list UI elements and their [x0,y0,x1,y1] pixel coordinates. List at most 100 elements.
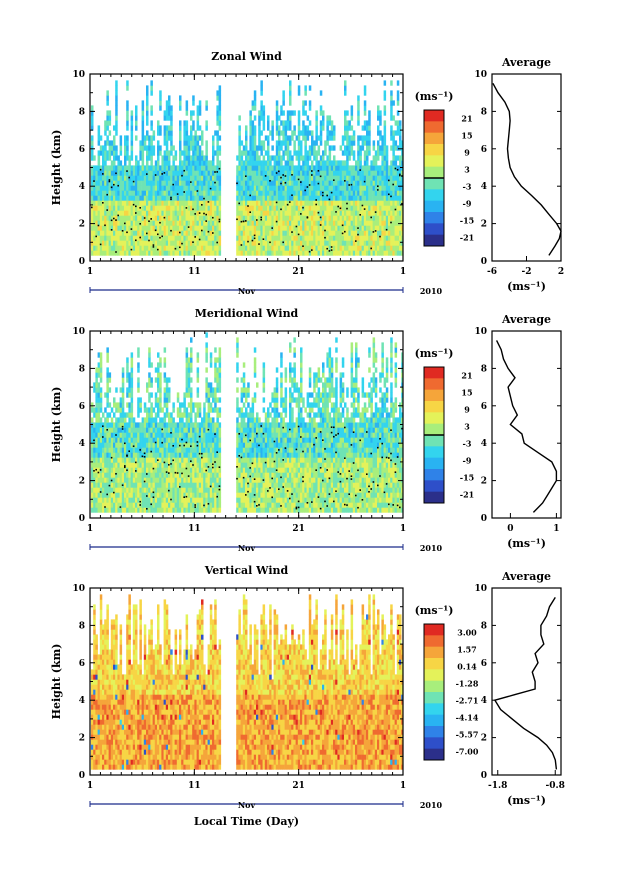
y-tick-label: 10 [72,584,85,594]
y-tick-label: 2 [79,734,85,744]
colorbar-swatch [424,726,444,738]
colorbar-swatch [424,635,444,648]
y-tick-label: 8 [79,107,85,117]
average-profile-line [492,82,562,256]
year-label: 2010 [420,286,443,296]
y-tick-label: 10 [72,70,85,80]
panel-title: Zonal Wind [211,50,282,63]
y-axis-label: Height (km) [50,387,63,463]
colorbar-tick-label: -15 [460,473,474,483]
colorbar-tick-label: -4.14 [456,713,479,723]
colorbar-tick-label: 9 [464,148,470,158]
average-frame [491,330,562,519]
average-y-tick-label: 6 [481,402,487,412]
x-tick-label: 1 [400,781,406,791]
x-tick-label: 11 [188,781,201,791]
colorbar-tick-label: -7.00 [456,747,479,757]
colorbar-tick-label: 9 [464,405,470,415]
colorbar-tick-label: 0.14 [457,662,477,672]
average-y-tick-label: 10 [474,70,487,80]
colorbar-swatch [424,480,444,493]
y-tick-label: 2 [79,477,85,487]
colorbar-tick-label: -5.57 [456,730,479,740]
x-tick-label: 1 [400,267,406,277]
x-tick-label: 1 [87,524,93,534]
colorbar-swatch [424,703,444,716]
average-frame [491,73,562,262]
y-tick-label: 6 [79,145,85,155]
y-axis-label: Height (km) [50,644,63,720]
colorbar-swatch [424,646,444,659]
colorbar-tick-label: -15 [460,216,474,226]
colorbar-unit: (ms⁻¹) [415,90,454,103]
colorbar-swatch [424,223,444,236]
colorbar-tick-label: 21 [461,371,472,381]
colorbar-swatch [424,624,444,636]
colorbar-tick-label: 21 [461,114,472,124]
average-y-tick-label: 10 [474,327,487,337]
colorbar-swatch [424,748,444,761]
heatmap-field [91,332,403,513]
colorbar-swatch [424,155,444,168]
colorbar-swatch [424,435,444,447]
colorbar-tick-label: 15 [461,388,472,398]
colorbar-swatch [424,378,444,391]
y-tick-label: 6 [79,402,85,412]
colorbar-tick-label: -21 [460,233,474,243]
colorbar-swatch [424,412,444,425]
colorbar-swatch [424,737,444,750]
y-tick-label: 0 [79,257,85,267]
x-tick-label: 21 [292,267,305,277]
colorbar-swatch [424,692,444,704]
average-x-tick-label: -6 [487,267,497,277]
y-tick-label: 4 [79,696,85,706]
colorbar-swatch [424,121,444,134]
average-x-tick-label: -1.8 [488,781,507,791]
colorbar-unit: (ms⁻¹) [415,347,454,360]
y-tick-label: 8 [79,621,85,631]
colorbar-swatch [424,200,444,213]
average-y-tick-label: 2 [481,220,487,230]
average-title: Average [501,313,551,326]
colorbar-swatch [424,178,444,190]
average-y-tick-label: 8 [481,107,487,117]
colorbar-swatch [424,457,444,470]
average-y-tick-label: 6 [481,145,487,155]
heatmap-field [91,80,403,256]
y-tick-label: 4 [79,182,85,192]
average-x-label: (ms⁻¹) [507,280,546,293]
average-x-tick-label: -0.8 [546,781,565,791]
x-tick-label: 1 [87,267,93,277]
colorbar-swatch [424,669,444,682]
average-y-tick-label: 8 [481,364,487,374]
average-y-tick-label: 6 [481,659,487,669]
colorbar-swatch [424,423,444,436]
average-profile-line [495,340,558,513]
panel-title: Vertical Wind [204,564,289,577]
x-tick-label: 11 [188,267,201,277]
y-tick-label: 10 [72,327,85,337]
y-tick-label: 0 [79,771,85,781]
average-y-tick-label: 0 [481,514,487,524]
y-axis-label: Height (km) [50,130,63,206]
year-label: 2010 [420,800,443,810]
month-label: Nov [238,286,256,296]
average-y-tick-label: 0 [481,257,487,267]
average-y-tick-label: 0 [481,771,487,781]
colorbar-tick-label: 1.57 [457,645,476,655]
colorbar-tick-label: -9 [463,199,472,209]
x-tick-label: 1 [400,524,406,534]
colorbar-swatch [424,234,444,247]
x-tick-label: 21 [292,781,305,791]
average-x-tick-label: -2 [522,267,532,277]
colorbar-swatch [424,446,444,459]
colorbar-tick-label: 3 [464,422,470,432]
y-tick-label: 8 [79,364,85,374]
colorbar-tick-label: 3 [464,165,470,175]
average-y-tick-label: 8 [481,621,487,631]
colorbar-tick-label: -2.71 [456,696,479,706]
average-profile-line [493,597,558,770]
